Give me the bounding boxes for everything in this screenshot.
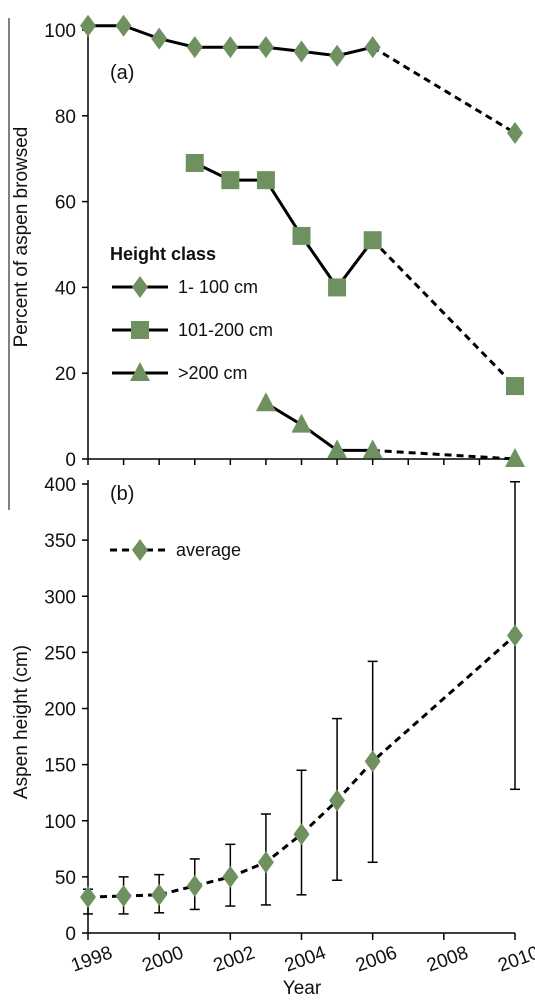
series-line-dashed <box>87 634 516 899</box>
data-point-diamond <box>329 44 346 67</box>
panel-a-markers <box>80 14 525 467</box>
legend-label: >200 cm <box>178 363 248 383</box>
data-point-diamond <box>507 624 523 647</box>
y-tick-label: 100 <box>44 21 76 42</box>
panel-a-legend: Height class 1- 100 cm 101-200 cm >200 cm <box>110 244 273 383</box>
data-point-square <box>328 278 347 297</box>
series-line-dashed <box>372 448 516 461</box>
data-point-square <box>221 171 240 190</box>
data-point-triangle <box>291 413 312 433</box>
panel-b-x-ticks: 1998 2000 2002 2004 2006 2008 2010 <box>68 933 535 977</box>
panel-b-error-bars <box>83 481 520 915</box>
data-point-diamond <box>222 36 239 59</box>
legend-marker-triangle <box>130 362 150 381</box>
data-point-diamond <box>293 823 310 846</box>
data-point-square <box>185 153 204 172</box>
data-point-diamond <box>257 36 274 59</box>
panel-a: (a) Percent of aspen browsed 0 20 40 60 80 10… <box>8 14 525 510</box>
data-point-square <box>256 171 275 190</box>
data-point-diamond <box>222 865 239 888</box>
legend-label: 101-200 cm <box>178 320 273 340</box>
data-point-diamond <box>186 36 203 59</box>
y-tick-label: 250 <box>44 643 76 664</box>
y-tick-label: 80 <box>55 107 76 128</box>
y-tick-label: 150 <box>44 756 76 777</box>
legend-title: Height class <box>110 244 216 264</box>
y-tick-label: 40 <box>55 278 76 299</box>
data-point-diamond <box>329 789 346 812</box>
data-point-triangle <box>362 439 383 459</box>
x-tick-label: 2010 <box>495 942 535 976</box>
data-point-diamond <box>364 36 381 59</box>
data-point-diamond <box>80 14 96 37</box>
data-point-diamond <box>507 121 523 144</box>
panel-a-x-ticks <box>87 459 516 465</box>
panel-b-legend: average <box>110 539 241 561</box>
data-point-diamond <box>151 883 168 906</box>
y-tick-label: 0 <box>65 450 76 471</box>
panel-b-y-ticks: 0 50 100 150 200 250 300 350 400 <box>44 475 88 945</box>
y-tick-label: 50 <box>55 868 76 889</box>
legend-marker-diamond <box>132 539 148 561</box>
series-line <box>265 401 373 452</box>
x-tick-label: 2000 <box>140 942 187 976</box>
y-tick-label: 400 <box>44 475 76 496</box>
panel-b-label: (b) <box>110 483 134 505</box>
data-point-square <box>506 377 524 396</box>
x-tick-label: 2004 <box>282 942 329 976</box>
x-tick-label: 1998 <box>68 942 115 976</box>
y-tick-label: 200 <box>44 700 76 721</box>
panel-a-y-axis-label: Percent of aspen browsed <box>11 127 32 348</box>
data-point-diamond <box>151 27 168 50</box>
panel-b-y-axis-label: Aspen height (cm) <box>11 645 32 799</box>
data-point-square <box>292 226 311 245</box>
y-tick-label: 20 <box>55 364 76 385</box>
y-tick-label: 60 <box>55 193 76 214</box>
data-point-triangle <box>505 448 525 467</box>
panel-a-y-ticks: 0 20 40 60 80 100 <box>44 21 88 471</box>
y-tick-label: 100 <box>44 812 76 833</box>
y-tick-label: 350 <box>44 531 76 552</box>
legend-marker-square <box>131 321 149 339</box>
data-point-square <box>363 231 382 250</box>
data-point-diamond <box>80 886 96 909</box>
data-point-diamond <box>115 14 132 37</box>
panel-b-markers <box>80 624 523 909</box>
x-tick-label: 2008 <box>424 942 471 976</box>
data-point-diamond <box>293 40 310 63</box>
data-point-diamond <box>186 874 203 897</box>
legend-label: 1- 100 cm <box>178 277 258 297</box>
x-tick-label: 2002 <box>211 942 258 976</box>
data-point-diamond <box>115 884 132 907</box>
series-line-dashed <box>371 45 516 135</box>
legend-label: average <box>176 540 241 560</box>
data-point-diamond <box>364 750 381 773</box>
x-tick-label: 2006 <box>353 942 400 976</box>
y-tick-label: 300 <box>44 587 76 608</box>
panel-a-label: (a) <box>110 62 134 84</box>
legend-marker-diamond <box>132 276 148 298</box>
series-line-dashed <box>371 239 517 388</box>
y-tick-label: 0 <box>65 924 76 945</box>
panel-b-lines <box>87 634 516 899</box>
panel-b-x-axis-label: Year <box>283 978 322 999</box>
panel-b: (b) Aspen height (cm) Year 0501001502002… <box>11 475 535 999</box>
data-point-triangle <box>327 439 348 459</box>
data-point-triangle <box>255 392 276 412</box>
data-point-diamond <box>257 851 274 874</box>
